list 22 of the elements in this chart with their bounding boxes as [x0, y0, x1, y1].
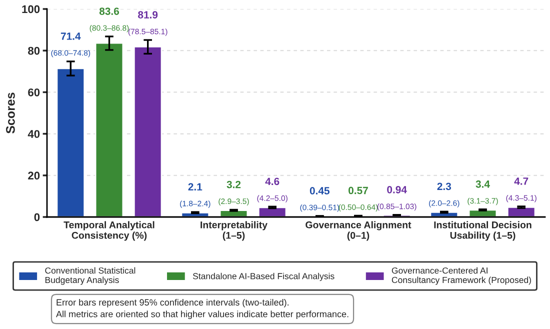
- legend-label: Governance-Centered AI Consultancy Framework (Proposed): [392, 267, 531, 285]
- bar: [506, 206, 536, 217]
- bar: [94, 42, 124, 217]
- y-tick-label: 20: [28, 172, 40, 180]
- x-tick-label: Institutional Decision Usability (1–5): [434, 221, 532, 241]
- bar: [133, 46, 162, 217]
- y-tick-label: 80: [28, 46, 40, 55]
- y-axis-title: Scores: [6, 92, 15, 134]
- y-tick-label: 0: [34, 213, 40, 222]
- legend-label: Standalone AI-Based Fiscal Analysis: [192, 272, 334, 281]
- text: All metrics are oriented so that higher values indicate better performance.: [56, 310, 348, 320]
- x-tick-label: Temporal Analytical Consistency (%): [64, 221, 154, 241]
- bar: [56, 68, 86, 217]
- y-tick-label: 100: [22, 5, 40, 14]
- x-tick-label: Interpretability (1–5): [200, 221, 268, 241]
- text: Error bars represent 95% confidence intervals (two-tailed).: [56, 298, 288, 308]
- legend-label: Conventional Statistical Budgetary Analysis: [45, 267, 136, 285]
- y-tick-label: 60: [28, 88, 40, 96]
- bar: [468, 209, 498, 217]
- y-tick-label: 40: [28, 130, 40, 138]
- bar: [258, 206, 287, 217]
- x-tick-label: Governance Alignment (0–1): [306, 221, 412, 241]
